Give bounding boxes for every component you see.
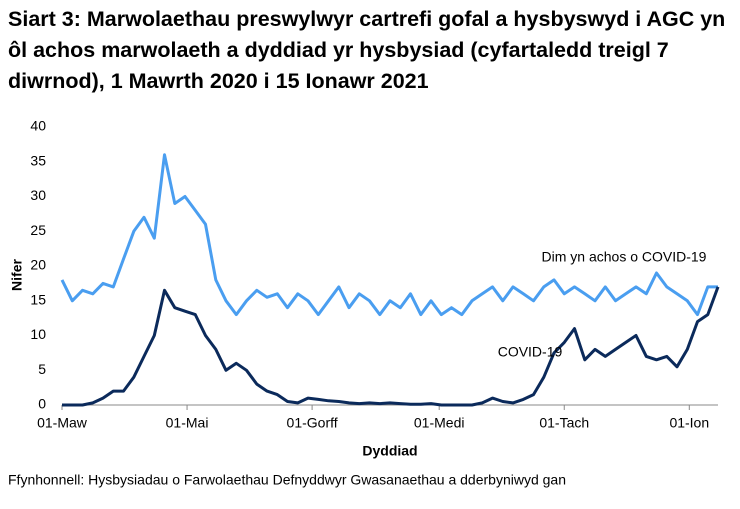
- source: Ffynhonnell: Hysbysiadau o Farwolaethau …: [8, 472, 566, 488]
- series-label: COVID-19: [498, 344, 563, 360]
- x-tick-label: 01-Gorff: [287, 415, 338, 431]
- y-tick-label: 15: [30, 291, 46, 307]
- y-tick-label: 5: [38, 361, 46, 377]
- series-line: [62, 286, 720, 407]
- y-tick-label: 25: [30, 222, 46, 238]
- chart-title: Siart 3: Marwolaethau preswylwyr cartref…: [8, 7, 726, 93]
- y-tick-label: 0: [38, 396, 46, 412]
- y-tick-label: 40: [30, 118, 46, 134]
- x-axis-label: Dyddiad: [362, 443, 417, 459]
- x-tick-label: 01-Tach: [539, 415, 589, 431]
- x-tick-label: 01-Medi: [414, 415, 465, 431]
- y-tick-label: 20: [30, 257, 46, 273]
- y-tick-label: 30: [30, 187, 46, 203]
- series-line: [60, 153, 718, 317]
- x-tick-label: 01-Mai: [166, 415, 209, 431]
- y-tick-label: 35: [30, 152, 46, 168]
- x-tick-label: 01-Maw: [37, 415, 88, 431]
- y-axis-label: Nifer: [9, 259, 25, 291]
- y-tick-label: 10: [30, 326, 46, 342]
- series-label: Dim yn achos o COVID-19: [542, 249, 707, 265]
- x-tick-label: 01-Ion: [669, 415, 709, 431]
